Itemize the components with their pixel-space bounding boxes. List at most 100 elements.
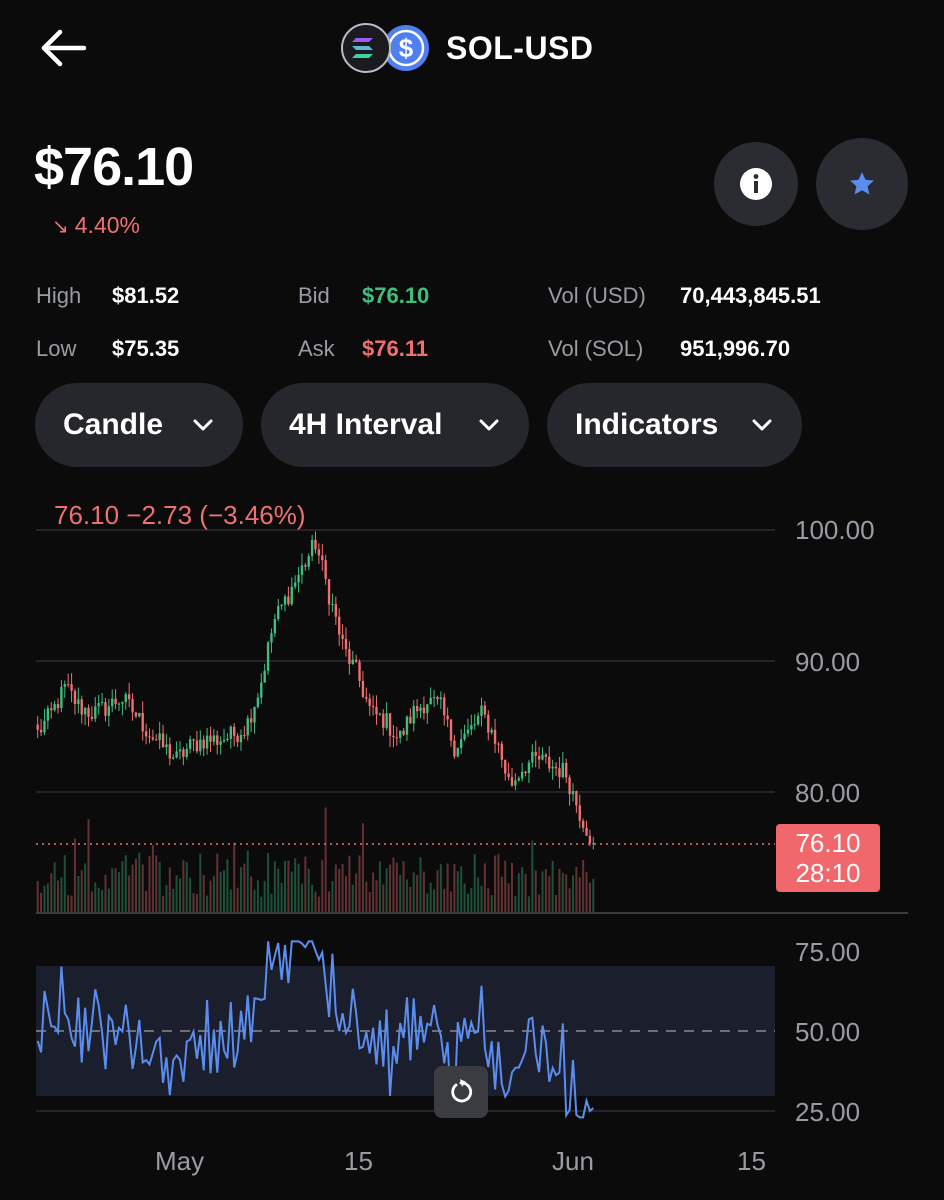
volume-bar — [297, 863, 300, 912]
volume-bar — [348, 855, 351, 912]
interval-dropdown[interactable]: 4H Interval — [261, 383, 529, 467]
volume-bar — [267, 853, 270, 912]
volume-bar — [185, 862, 188, 912]
candle-body — [100, 702, 104, 704]
candle-body — [66, 684, 70, 686]
indicators-dropdown[interactable]: Indicators — [547, 383, 802, 467]
candle-body — [419, 707, 422, 712]
volume-bar — [165, 885, 168, 912]
volume-bar — [375, 880, 378, 912]
volume-bar — [97, 888, 100, 912]
volume-bar — [212, 875, 215, 912]
volume-bar — [480, 885, 483, 912]
candle-body — [131, 699, 134, 713]
candle-body — [456, 748, 459, 757]
volume-bar — [94, 882, 97, 912]
candle-body — [290, 586, 293, 605]
candle-body — [378, 713, 382, 715]
volume-bar — [558, 868, 561, 912]
volume-bar — [40, 892, 43, 912]
candle-body — [314, 539, 317, 550]
back-button[interactable] — [38, 26, 88, 70]
candle-body — [446, 715, 449, 720]
price-tick-100: 100.00 — [795, 515, 875, 545]
info-button[interactable] — [714, 142, 798, 226]
volume-bar — [53, 862, 56, 912]
candle-body — [219, 741, 222, 745]
candle-body — [537, 756, 541, 760]
volume-bar — [236, 887, 239, 912]
candle-body — [277, 606, 280, 619]
volume-bar — [541, 871, 544, 912]
candle-body — [117, 703, 121, 705]
volume-bar — [483, 863, 486, 912]
candle-body — [334, 604, 338, 617]
volume-bar — [182, 860, 185, 912]
price-chart[interactable] — [0, 480, 944, 1140]
candle-body — [202, 739, 205, 749]
volume-bar — [141, 864, 144, 912]
chart-type-dropdown[interactable]: Candle — [35, 383, 243, 467]
volume-bar — [473, 854, 476, 912]
candle-countdown: 28:10 — [795, 858, 861, 888]
arrow-left-icon — [41, 29, 87, 67]
candle-body — [209, 735, 212, 742]
volume-bar — [223, 870, 226, 912]
candle-body — [388, 713, 392, 736]
volume-bar — [50, 873, 53, 912]
candle-body — [212, 735, 216, 742]
volume-bar — [585, 871, 588, 912]
candle-body — [165, 744, 168, 748]
candle-body — [324, 560, 327, 580]
volume-bar — [510, 862, 514, 912]
candle-body — [36, 724, 39, 730]
candle-body — [344, 638, 348, 650]
candle-body — [256, 697, 260, 708]
volume-bar — [216, 853, 219, 912]
volume-bar — [283, 860, 287, 912]
volume-bar — [338, 868, 341, 912]
reset-zoom-button[interactable] — [434, 1066, 488, 1118]
volume-bar — [90, 891, 93, 912]
volume-bar — [246, 850, 249, 912]
high-value: $81.52 — [112, 283, 180, 308]
candle-body — [114, 698, 117, 705]
candle-body — [443, 697, 446, 716]
candle-body — [487, 714, 490, 733]
volume-bar — [504, 860, 507, 912]
volume-bar — [155, 855, 158, 912]
volume-bar — [409, 886, 412, 912]
volume-bar — [260, 896, 263, 912]
candle-body — [476, 715, 480, 725]
volume-bar — [548, 876, 551, 912]
candle-body — [321, 555, 324, 561]
volume-bar — [358, 855, 361, 912]
current-price: $76.10 — [34, 137, 194, 197]
candle-body — [300, 565, 304, 575]
volume-bar — [175, 875, 178, 912]
svg-text:$: $ — [399, 33, 414, 63]
candle-body — [39, 729, 43, 733]
candle-body — [246, 718, 249, 736]
candle-body — [575, 791, 578, 806]
rsi-line — [36, 940, 594, 1119]
watchlist-button[interactable] — [816, 138, 908, 230]
candle-body — [148, 736, 151, 738]
candle-body — [127, 694, 131, 700]
volume-bar — [57, 880, 60, 912]
volume-bar — [436, 870, 439, 912]
candle-body — [327, 579, 331, 605]
current-price-tag: 76.10 28:10 — [776, 824, 880, 892]
volume-bar — [382, 884, 385, 912]
candle-body — [524, 771, 527, 773]
candle-body — [293, 582, 297, 587]
candle-body — [192, 739, 195, 741]
candle-body — [429, 697, 432, 705]
candle-body — [141, 712, 144, 732]
info-icon — [740, 168, 772, 200]
candle-body — [459, 739, 463, 749]
interval-label: 4H Interval — [289, 408, 443, 441]
volume-bar — [416, 875, 419, 912]
volume-bar — [389, 864, 392, 912]
candle-body — [432, 696, 436, 698]
